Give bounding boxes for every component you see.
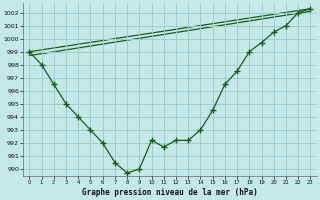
X-axis label: Graphe pression niveau de la mer (hPa): Graphe pression niveau de la mer (hPa) — [82, 188, 258, 197]
